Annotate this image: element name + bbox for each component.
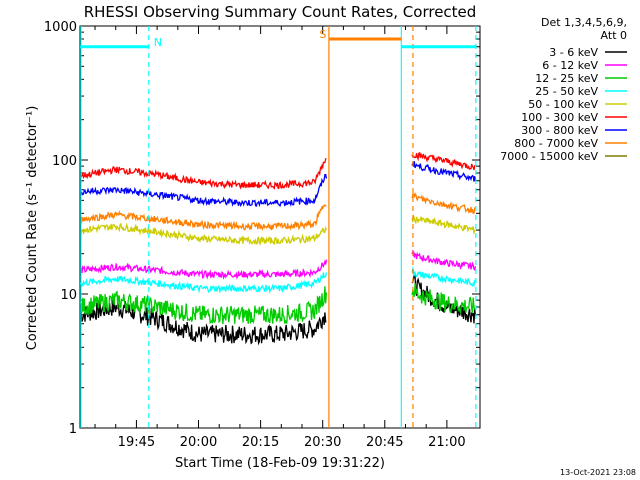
legend-header-line1: Det 1,3,4,5,6,9, bbox=[541, 16, 627, 29]
legend-label: 300 - 800 keV bbox=[521, 124, 598, 137]
series-line-3-seg0 bbox=[79, 272, 328, 295]
series-line-2-seg0 bbox=[79, 286, 328, 325]
y-tick-label: 10 bbox=[60, 288, 77, 303]
series-line-0-seg0 bbox=[79, 299, 327, 346]
legend-label: 7000 - 15000 keV bbox=[500, 150, 598, 163]
y-tick-label: 1000 bbox=[44, 20, 77, 35]
x-axis-label: Start Time (18-Feb-09 19:31:22) bbox=[175, 456, 385, 471]
plot-frame bbox=[79, 25, 481, 429]
legend-label: 3 - 6 keV bbox=[549, 46, 598, 59]
legend-label: 50 - 100 keV bbox=[528, 98, 598, 111]
series-line-2-seg1 bbox=[411, 283, 476, 315]
series-line-4-seg0 bbox=[80, 222, 328, 246]
timestamp: 13-Oct-2021 23:08 bbox=[560, 468, 636, 477]
annotation-label: S bbox=[319, 28, 326, 41]
series-line-5-seg1 bbox=[411, 151, 476, 171]
x-tick-label: 20:30 bbox=[304, 435, 341, 450]
series-line-3-seg1 bbox=[411, 265, 476, 288]
series-line-5-seg0 bbox=[80, 158, 327, 190]
series-line-7-seg0 bbox=[80, 204, 327, 232]
chart-title: RHESSI Observing Summary Count Rates, Co… bbox=[84, 3, 477, 21]
series-line-4-seg1 bbox=[411, 213, 476, 235]
legend-header-line2: Att 0 bbox=[601, 29, 627, 42]
x-tick-label: 19:45 bbox=[118, 435, 155, 450]
annotation-label: N bbox=[154, 36, 162, 49]
x-tick-label: 20:15 bbox=[242, 435, 279, 450]
plot-area: 19:45 20:00 20:15 20:30 20:45 21:00 1 10 100 1000… bbox=[44, 20, 481, 450]
series-line-6-seg1 bbox=[411, 161, 477, 182]
legend-label: 12 - 25 keV bbox=[535, 72, 598, 85]
legend-label: 800 - 7000 keV bbox=[514, 137, 598, 150]
series-line-7-seg1 bbox=[411, 192, 476, 214]
x-tick-label: 20:45 bbox=[366, 435, 403, 450]
series-line-1-seg1 bbox=[411, 249, 477, 271]
series-line-1-seg0 bbox=[80, 259, 328, 280]
legend-label: 100 - 300 keV bbox=[521, 111, 598, 124]
y-axis-label: Corrected Count Rate (s⁻¹ detector⁻¹) bbox=[25, 106, 40, 351]
x-tick-label: 20:00 bbox=[180, 435, 217, 450]
x-tick-label: 21:00 bbox=[428, 435, 465, 450]
legend-label: 25 - 50 keV bbox=[535, 85, 598, 98]
y-tick-label: 100 bbox=[52, 154, 77, 169]
legend-label: 6 - 12 keV bbox=[542, 59, 598, 72]
y-tick-label: 1 bbox=[69, 422, 77, 437]
series-line-6-seg0 bbox=[79, 174, 328, 208]
